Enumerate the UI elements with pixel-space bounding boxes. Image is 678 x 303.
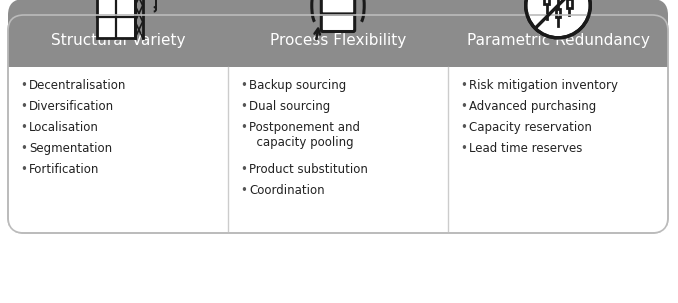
Text: Lead time reserves: Lead time reserves bbox=[469, 142, 582, 155]
Text: •: • bbox=[460, 142, 467, 155]
Text: Capacity reservation: Capacity reservation bbox=[469, 121, 592, 134]
FancyBboxPatch shape bbox=[321, 0, 355, 14]
Text: Backup sourcing: Backup sourcing bbox=[249, 79, 346, 92]
Text: Process Flexibility: Process Flexibility bbox=[270, 34, 406, 48]
Text: Risk mitigation inventory: Risk mitigation inventory bbox=[469, 79, 618, 92]
Text: •: • bbox=[20, 79, 27, 92]
Text: •: • bbox=[20, 100, 27, 113]
Text: Advanced purchasing: Advanced purchasing bbox=[469, 100, 596, 113]
Text: Fortification: Fortification bbox=[29, 163, 100, 176]
Circle shape bbox=[525, 0, 591, 38]
Text: Coordination: Coordination bbox=[249, 184, 325, 197]
FancyBboxPatch shape bbox=[8, 15, 668, 233]
Text: •: • bbox=[240, 100, 247, 113]
Text: Localisation: Localisation bbox=[29, 121, 99, 134]
Text: Parametric Redundancy: Parametric Redundancy bbox=[466, 34, 650, 48]
Text: Segmentation: Segmentation bbox=[29, 142, 112, 155]
Text: Diversification: Diversification bbox=[29, 100, 114, 113]
Text: Product substitution: Product substitution bbox=[249, 163, 368, 176]
Text: •: • bbox=[460, 100, 467, 113]
Text: Decentralisation: Decentralisation bbox=[29, 79, 126, 92]
Bar bbox=[556, 9, 560, 17]
Text: Structural Variety: Structural Variety bbox=[51, 34, 185, 48]
Text: •: • bbox=[20, 163, 27, 176]
Bar bbox=[9, 67, 667, 232]
FancyBboxPatch shape bbox=[8, 0, 668, 67]
Text: •: • bbox=[240, 79, 247, 92]
Text: •: • bbox=[240, 163, 247, 176]
Text: •: • bbox=[20, 121, 27, 134]
Text: •: • bbox=[460, 79, 467, 92]
FancyBboxPatch shape bbox=[321, 14, 355, 32]
Bar bbox=[8, 15, 668, 67]
Text: Postponement and
  capacity pooling: Postponement and capacity pooling bbox=[249, 121, 360, 149]
Text: Dual sourcing: Dual sourcing bbox=[249, 100, 330, 113]
Text: •: • bbox=[240, 184, 247, 197]
Bar bbox=[97, 0, 135, 38]
Text: •: • bbox=[240, 121, 247, 134]
Text: •: • bbox=[460, 121, 467, 134]
Bar bbox=[567, 0, 572, 8]
Bar bbox=[544, 0, 549, 4]
Text: •: • bbox=[20, 142, 27, 155]
